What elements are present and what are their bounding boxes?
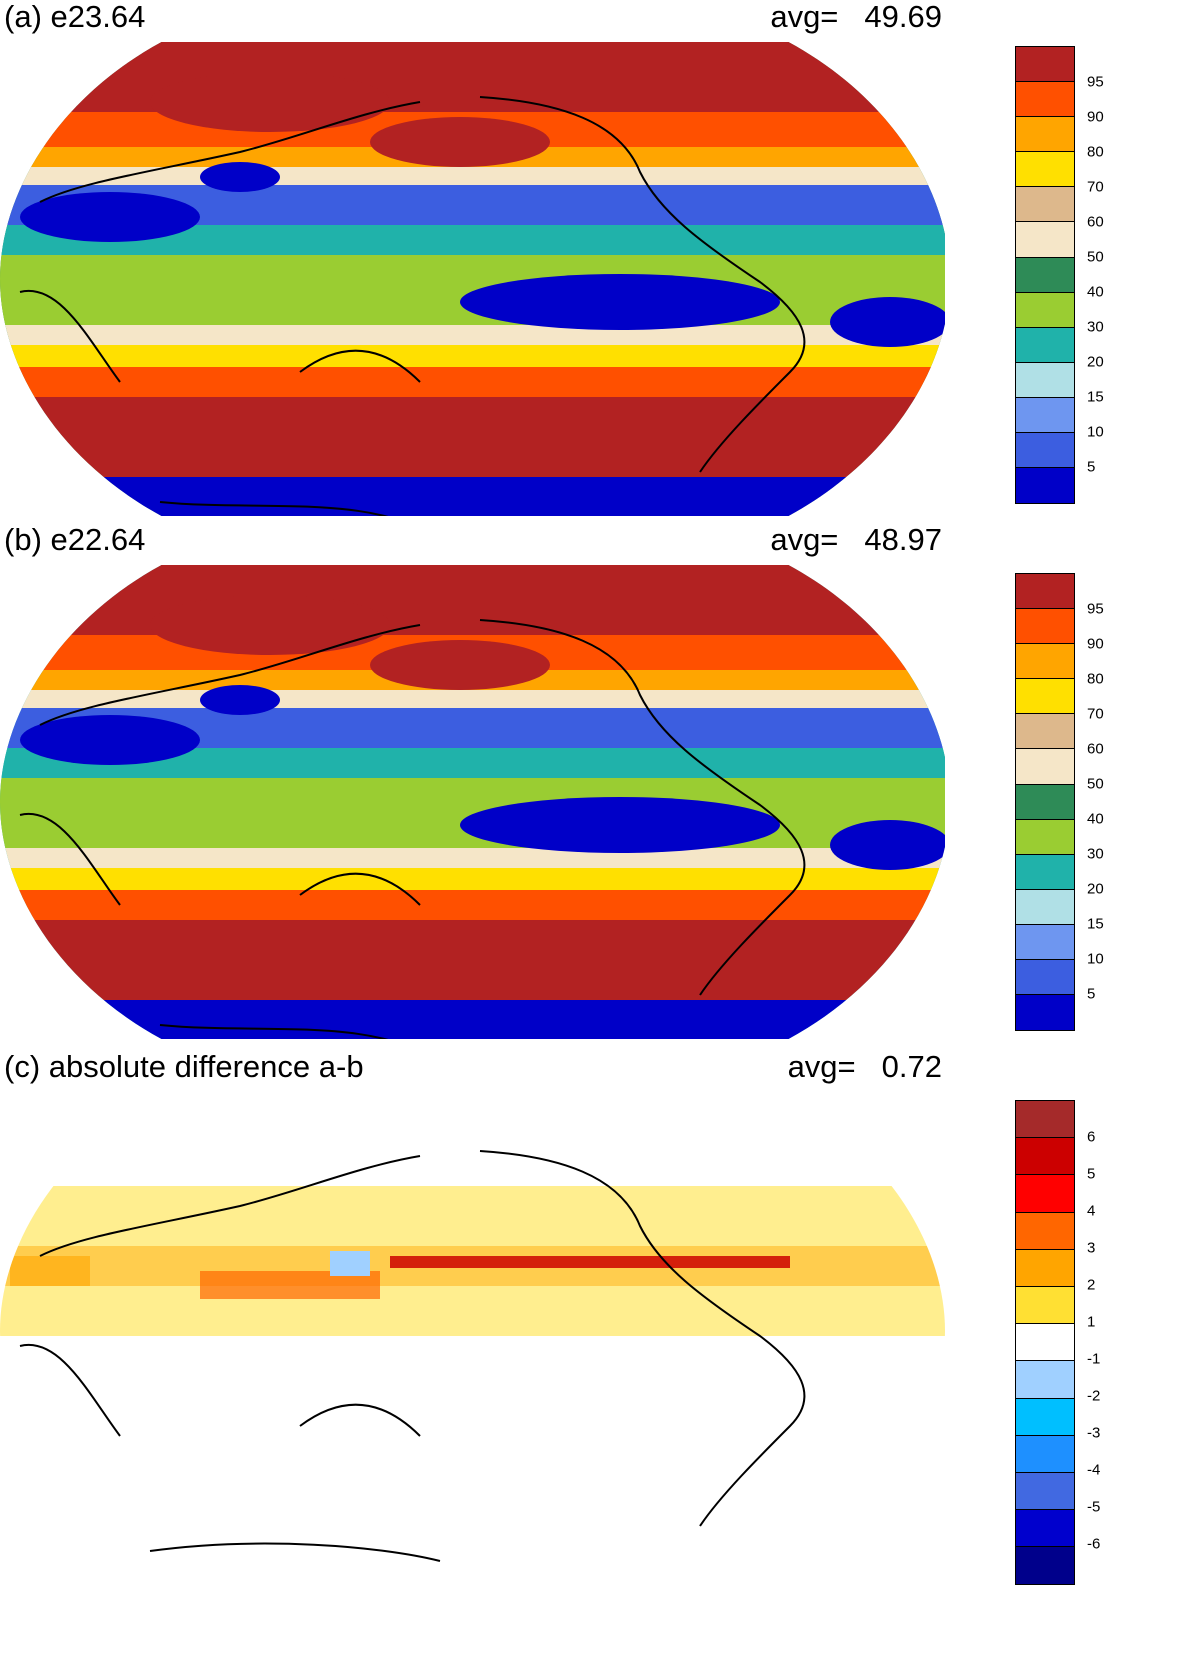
- colorbar-tick: 80: [1087, 670, 1104, 688]
- colorbar-cell: [1016, 292, 1074, 328]
- colorbar-cell: [1016, 1324, 1074, 1362]
- panel-average: avg= 49.69: [770, 0, 942, 34]
- colorbar-tick: 20: [1087, 353, 1104, 371]
- panel-title: (b) e22.64: [4, 522, 146, 557]
- colorbar-cell: [1016, 1361, 1074, 1399]
- colorbar-cell: [1016, 889, 1074, 925]
- colorbar-tick: 10: [1087, 950, 1104, 968]
- colorbar-tick: 90: [1087, 635, 1104, 653]
- map-c: [0, 1096, 945, 1566]
- colorbar-tick: 4: [1087, 1202, 1096, 1220]
- colorbar-a: [1015, 46, 1075, 505]
- colorbar-tick: 3: [1087, 1239, 1096, 1257]
- colorbar-cell: [1016, 327, 1074, 363]
- colorbar-cell: [1016, 47, 1074, 83]
- colorbar-cell: [1016, 679, 1074, 715]
- colorbar-cell: [1016, 1286, 1074, 1325]
- colorbar-tick: 40: [1087, 810, 1104, 828]
- colorbar-cell: [1016, 1175, 1074, 1213]
- colorbar-cell: [1016, 222, 1074, 258]
- colorbar-cell: [1016, 1249, 1074, 1287]
- colorbar-tick: 10: [1087, 423, 1104, 441]
- colorbar-tick: 50: [1087, 248, 1104, 266]
- colorbar-tick: -4: [1087, 1461, 1101, 1479]
- colorbar-cell: [1016, 433, 1074, 469]
- colorbar-tick: 40: [1087, 283, 1104, 301]
- colorbar-c: [1015, 1100, 1075, 1586]
- colorbar-tick: 30: [1087, 845, 1104, 863]
- colorbar-tick: 80: [1087, 143, 1104, 161]
- colorbar-cell: [1016, 1472, 1074, 1511]
- colorbar-cell: [1016, 714, 1074, 750]
- colorbar-tick: 50: [1087, 775, 1104, 793]
- map-b: [0, 565, 945, 1039]
- colorbar-tick: 2: [1087, 1276, 1096, 1294]
- avg-value: 48.97: [864, 522, 942, 557]
- map-a: [0, 42, 945, 516]
- colorbar-b: [1015, 573, 1075, 1032]
- colorbar-cell: [1016, 1101, 1074, 1139]
- colorbar-tick: 95: [1087, 73, 1104, 91]
- colorbar-tick: 5: [1087, 458, 1096, 476]
- colorbar-tick: -1: [1087, 1350, 1101, 1368]
- colorbar-tick: 70: [1087, 178, 1104, 196]
- panel-title: (a) e23.64: [4, 0, 146, 34]
- colorbar-cell: [1016, 397, 1074, 434]
- panel-title: (c) absolute difference a-b: [4, 1049, 364, 1084]
- colorbar-tick: -2: [1087, 1387, 1101, 1405]
- colorbar-tick: 1: [1087, 1313, 1096, 1331]
- colorbar-cell: [1016, 854, 1074, 890]
- colorbar-cell: [1016, 924, 1074, 961]
- colorbar-cell: [1016, 82, 1074, 118]
- colorbar-cell: [1016, 1435, 1074, 1473]
- colorbar-tick: 60: [1087, 213, 1104, 231]
- colorbar-cell: [1016, 749, 1074, 785]
- colorbar-cell: [1016, 995, 1074, 1031]
- colorbar-tick: -6: [1087, 1535, 1101, 1553]
- colorbar-tick: 5: [1087, 985, 1096, 1003]
- colorbar-tick: 5: [1087, 1165, 1096, 1183]
- colorbar-cell: [1016, 187, 1074, 223]
- colorbar-cell: [1016, 117, 1074, 153]
- avg-label: avg=: [770, 522, 839, 557]
- colorbar-cell: [1016, 819, 1074, 855]
- colorbar-cell: [1016, 1212, 1074, 1250]
- colorbar-cell: [1016, 152, 1074, 188]
- colorbar-tick: 95: [1087, 600, 1104, 618]
- avg-value: 49.69: [864, 0, 942, 34]
- colorbar-tick: 30: [1087, 318, 1104, 336]
- colorbar-cell: [1016, 609, 1074, 645]
- colorbar-cell: [1016, 257, 1074, 293]
- colorbar-tick: 20: [1087, 880, 1104, 898]
- colorbar-tick: 15: [1087, 388, 1104, 406]
- colorbar-cell: [1016, 644, 1074, 680]
- colorbar-tick: 60: [1087, 740, 1104, 758]
- avg-value: 0.72: [881, 1049, 942, 1084]
- avg-label: avg=: [770, 0, 839, 34]
- colorbar-cell: [1016, 1398, 1074, 1436]
- colorbar-tick: 15: [1087, 915, 1104, 933]
- colorbar-cell: [1016, 1510, 1074, 1548]
- avg-label: avg=: [787, 1049, 856, 1084]
- colorbar-tick: 6: [1087, 1128, 1096, 1146]
- colorbar-tick: -3: [1087, 1424, 1101, 1442]
- colorbar-cell: [1016, 1138, 1074, 1176]
- colorbar-cell: [1016, 574, 1074, 610]
- colorbar-cell: [1016, 468, 1074, 504]
- colorbar-tick: -5: [1087, 1498, 1101, 1516]
- panel-average: avg= 0.72: [788, 1050, 942, 1084]
- panel-average: avg= 48.97: [770, 523, 942, 557]
- colorbar-cell: [1016, 1547, 1074, 1585]
- colorbar-cell: [1016, 960, 1074, 996]
- colorbar-cell: [1016, 784, 1074, 820]
- colorbar-tick: 70: [1087, 705, 1104, 723]
- colorbar-tick: 90: [1087, 108, 1104, 126]
- colorbar-cell: [1016, 362, 1074, 398]
